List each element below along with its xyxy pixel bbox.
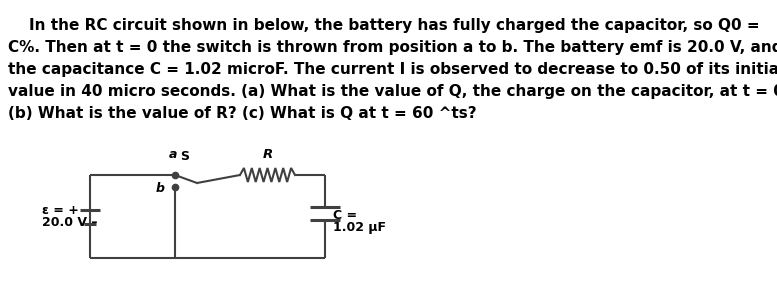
Text: 1.02 μF: 1.02 μF [333, 221, 386, 234]
Text: (b) What is the value of R? (c) What is Q at t = 60 ^ts?: (b) What is the value of R? (c) What is … [8, 106, 476, 121]
Text: b: b [156, 182, 165, 195]
Text: value in 40 micro seconds. (a) What is the value of Q, the charge on the capacit: value in 40 micro seconds. (a) What is t… [8, 84, 777, 99]
Text: R: R [263, 148, 273, 161]
Text: 20.0 V –: 20.0 V – [42, 215, 97, 228]
Text: S: S [180, 150, 190, 163]
Text: a: a [169, 148, 177, 161]
Text: C =: C = [333, 209, 357, 222]
Text: ε = +: ε = + [42, 204, 79, 217]
Text: In the RC circuit shown in below, the battery has fully charged the capacitor, s: In the RC circuit shown in below, the ba… [8, 18, 760, 33]
Text: the capacitance C = 1.02 microF. The current I is observed to decrease to 0.50 o: the capacitance C = 1.02 microF. The cur… [8, 62, 777, 77]
Text: C%. Then at t = 0 the switch is thrown from position a to b. The battery emf is : C%. Then at t = 0 the switch is thrown f… [8, 40, 777, 55]
